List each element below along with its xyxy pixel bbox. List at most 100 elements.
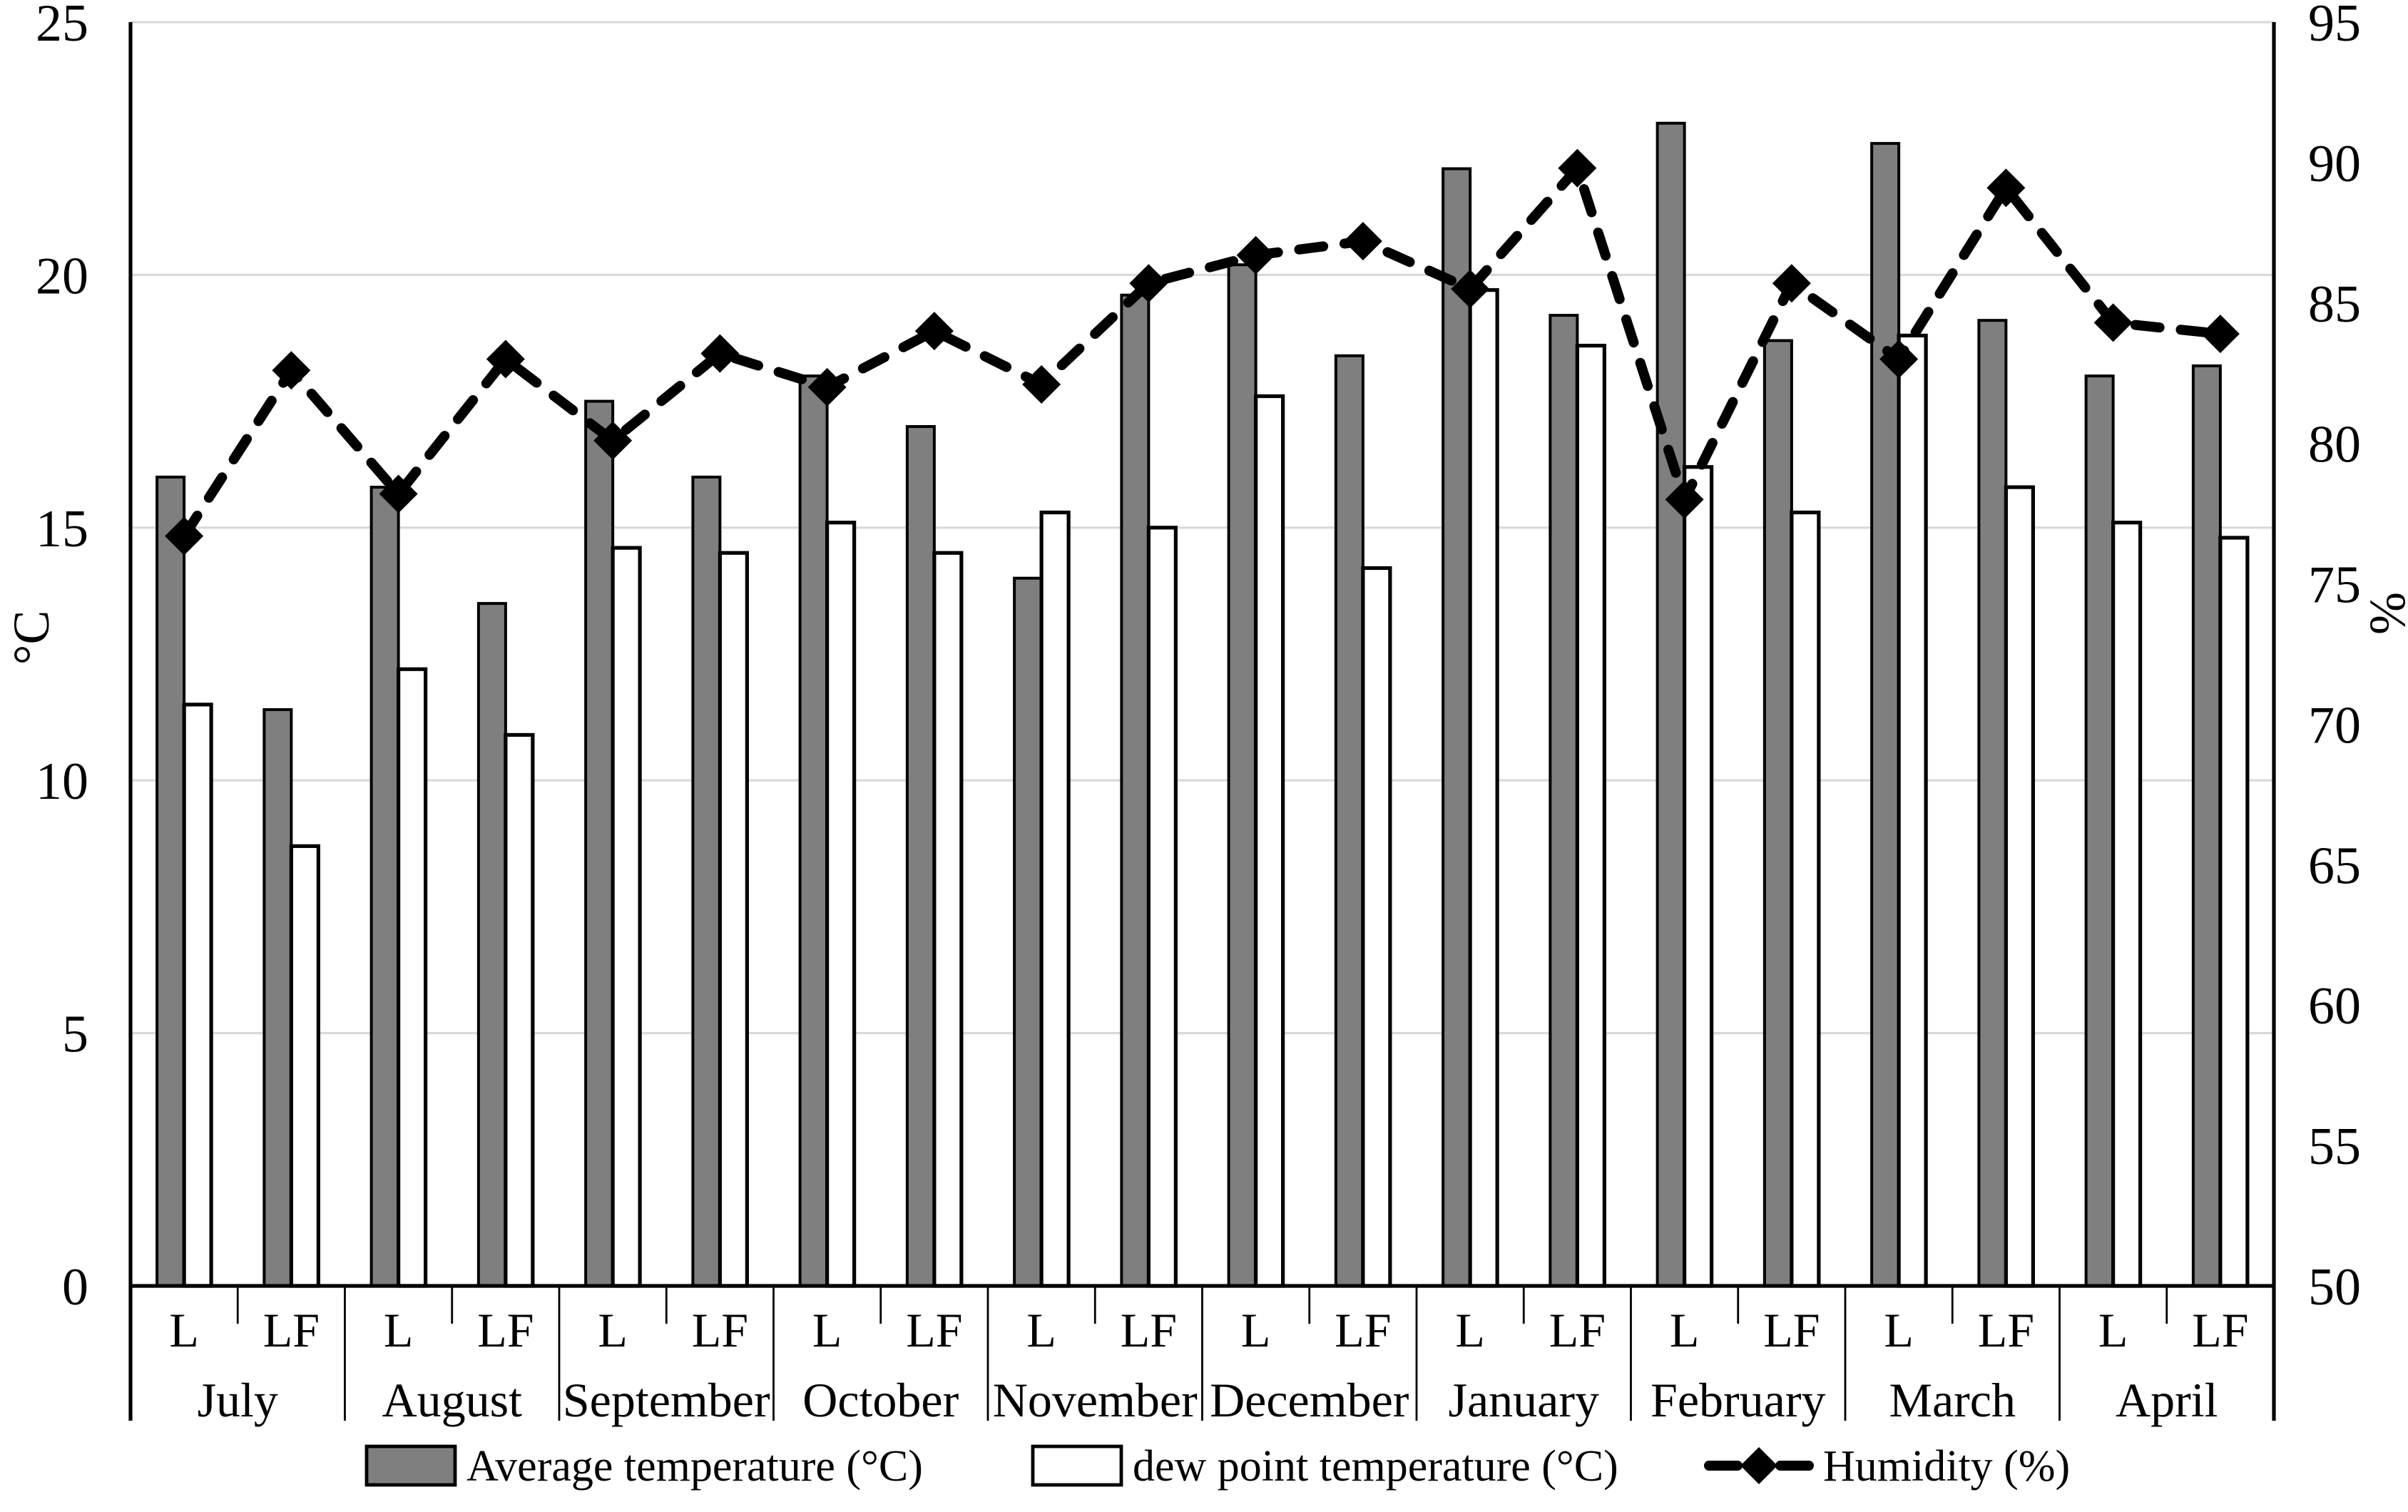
humidity-diamond-marker xyxy=(2093,303,2133,342)
sublabel: L xyxy=(1670,1303,1700,1357)
humidity-diamond-marker xyxy=(914,312,954,351)
sublabel: L xyxy=(812,1303,842,1357)
month-label: December xyxy=(1210,1373,1409,1427)
left-axis-tick-label: 25 xyxy=(36,0,88,53)
bar-dew-point-temperature xyxy=(504,732,535,1288)
bar-dew-point-temperature xyxy=(182,703,213,1288)
sublabel: LF xyxy=(263,1303,320,1357)
humidity-diamond-marker xyxy=(1986,168,2026,208)
month-label: November xyxy=(993,1373,1198,1427)
humidity-diamond-marker xyxy=(1129,264,1168,303)
sublabel: LF xyxy=(1121,1303,1177,1357)
bar-dew-point-temperature xyxy=(1897,333,1928,1288)
right-axis-tick-label: 70 xyxy=(2308,696,2361,755)
right-axis-tick-label: 80 xyxy=(2308,416,2361,474)
sublabel: LF xyxy=(1335,1303,1391,1357)
bar-dew-point-temperature xyxy=(1039,510,1071,1288)
bar-dew-point-temperature xyxy=(1361,566,1392,1288)
bar-average-temperature xyxy=(2191,364,2222,1287)
right-axis-title: % xyxy=(2359,592,2408,635)
humidity-diamond-marker xyxy=(1558,148,1597,188)
bar-average-temperature xyxy=(1442,167,1472,1287)
sublabel: LF xyxy=(1549,1303,1606,1357)
right-axis-tick-label: 50 xyxy=(2308,1258,2361,1317)
month-label: January xyxy=(1449,1373,1599,1427)
right-axis-tick-label: 75 xyxy=(2308,556,2361,615)
legend-label-dew-point-temperature: dew point temperature (°C) xyxy=(1133,1442,1618,1491)
right-axis-tick-label: 65 xyxy=(2308,837,2361,895)
legend-swatch-dew-point-temperature xyxy=(1031,1444,1123,1487)
left-axis-tick-label: 20 xyxy=(36,247,88,305)
bar-dew-point-temperature xyxy=(1575,344,1606,1288)
bar-average-temperature xyxy=(1762,339,1793,1288)
bar-average-temperature xyxy=(584,399,615,1287)
legend-swatch-average-temperature xyxy=(364,1444,457,1487)
bar-average-temperature xyxy=(1334,354,1364,1288)
bar-average-temperature xyxy=(1013,576,1044,1287)
bar-average-temperature xyxy=(369,486,400,1288)
humidity-diamond-marker xyxy=(272,351,311,390)
humidity-diamond-marker xyxy=(593,421,633,460)
humidity-diamond-marker xyxy=(486,339,525,379)
month-label: September xyxy=(563,1373,770,1427)
bar-dew-point-temperature xyxy=(397,667,428,1288)
legend-label-humidity: Humidity (%) xyxy=(1823,1442,2070,1491)
left-axis-tick-labels: 0 5 10 15 20 25 xyxy=(36,0,88,1317)
left-axis-tick-label: 5 xyxy=(62,1006,88,1064)
sublabel: L xyxy=(598,1303,628,1357)
month-label: August xyxy=(382,1373,523,1427)
humidity-diamond-marker xyxy=(1879,339,1919,379)
gridlines xyxy=(131,21,2274,1035)
sublabel-row: L LF L LF L LF L LF L LF L LF L LF L LF L LF L LF xyxy=(169,1303,2248,1357)
bar-dew-point-temperature xyxy=(2111,521,2143,1288)
bar-average-temperature xyxy=(1977,319,2008,1287)
legend: Average temperature (°C) dew point temper… xyxy=(364,1442,2070,1491)
bar-dew-point-temperature xyxy=(718,551,749,1288)
bar-dew-point-temperature xyxy=(1790,510,1821,1288)
sublabel: LF xyxy=(1763,1303,1820,1357)
legend-humidity-diamond-icon xyxy=(1740,1447,1777,1484)
sublabel: L xyxy=(2098,1303,2128,1357)
bar-average-temperature xyxy=(2084,374,2115,1287)
sublabel: L xyxy=(1241,1303,1271,1357)
bar-dew-point-temperature xyxy=(1468,288,1499,1288)
month-label: October xyxy=(802,1373,959,1427)
sublabel: LF xyxy=(906,1303,962,1357)
bar-average-temperature xyxy=(262,708,293,1287)
bar-average-temperature xyxy=(476,602,507,1287)
sublabel: LF xyxy=(1978,1303,2034,1357)
sublabel: L xyxy=(169,1303,199,1357)
left-axis-tick-label: 0 xyxy=(62,1258,88,1317)
humidity-diamond-marker xyxy=(1236,235,1275,275)
humidity-diamond-marker xyxy=(1665,480,1704,519)
sublabel: LF xyxy=(2192,1303,2248,1357)
bar-average-temperature xyxy=(691,475,722,1287)
sublabel: L xyxy=(1884,1303,1914,1357)
sublabel: LF xyxy=(692,1303,748,1357)
sublabel: L xyxy=(1455,1303,1485,1357)
humidity-line-series xyxy=(165,148,2240,556)
humidity-diamond-marker xyxy=(165,516,204,556)
axes xyxy=(128,22,2276,1421)
right-axis-tick-label: 85 xyxy=(2308,275,2361,334)
month-label: July xyxy=(198,1373,278,1427)
legend-label-average-temperature: Average temperature (°C) xyxy=(466,1442,923,1491)
humidity-diamond-marker xyxy=(700,334,740,373)
bar-average-temperature xyxy=(905,425,936,1287)
humidity-dashed-line xyxy=(179,158,2225,541)
month-label: February xyxy=(1651,1373,1825,1427)
bar-dew-point-temperature xyxy=(2004,485,2035,1288)
right-axis-tick-label: 60 xyxy=(2308,977,2361,1036)
humidity-diamond-marker xyxy=(1772,264,1811,303)
sublabel: L xyxy=(1026,1303,1056,1357)
humidity-diamond-marker xyxy=(807,367,847,407)
bar-dew-point-temperature xyxy=(2218,536,2250,1288)
month-label: March xyxy=(1889,1373,2016,1427)
sublabel: L xyxy=(384,1303,414,1357)
bar-average-temperature xyxy=(1227,263,1257,1287)
right-axis-tick-labels: 50 55 60 65 70 75 80 85 90 95 xyxy=(2308,0,2361,1317)
category-separators xyxy=(236,1286,2168,1421)
humidity-diamond-marker xyxy=(1343,222,1382,261)
bar-average-temperature xyxy=(1870,142,1901,1287)
